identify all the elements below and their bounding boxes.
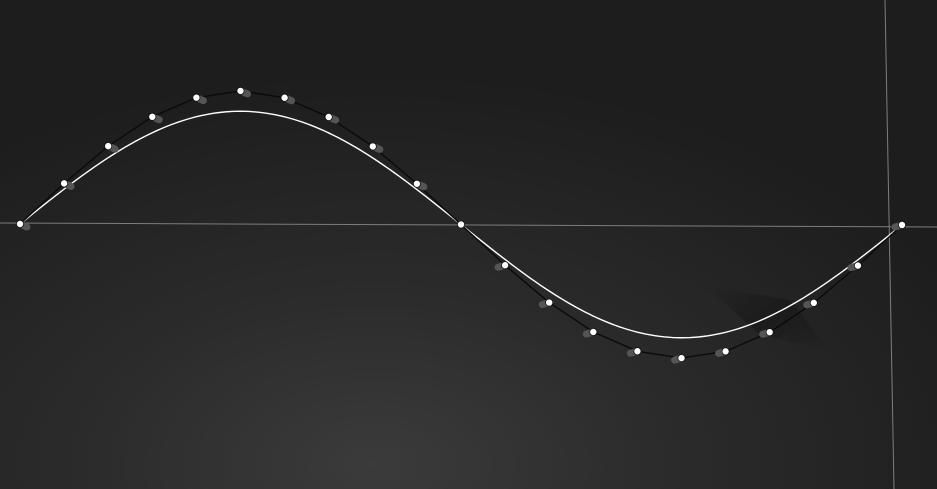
handle-dot-icon[interactable]	[148, 112, 157, 121]
handle-dot-icon[interactable]	[412, 179, 421, 188]
handle-dot-icon[interactable]	[501, 261, 510, 270]
control-point-handle[interactable]	[671, 354, 686, 364]
handle-dot-icon[interactable]	[15, 219, 24, 228]
handle-dot-icon[interactable]	[765, 328, 774, 337]
control-point-handle[interactable]	[192, 93, 207, 105]
control-point-handle[interactable]	[847, 261, 862, 272]
handle-dot-icon[interactable]	[192, 93, 201, 102]
control-point-handle[interactable]	[104, 142, 119, 153]
handle-dot-icon[interactable]	[104, 142, 113, 151]
control-point-handle[interactable]	[891, 220, 907, 231]
x-axis-line	[0, 222, 937, 228]
handle-dot-icon[interactable]	[853, 261, 862, 270]
control-point-handle[interactable]	[280, 93, 296, 105]
handle-dot-icon[interactable]	[589, 327, 598, 336]
handle-dot-icon[interactable]	[721, 347, 730, 356]
handle-dot-icon[interactable]	[368, 142, 377, 151]
control-point-handle[interactable]	[412, 179, 428, 191]
control-point-handle[interactable]	[456, 220, 465, 229]
handle-dot-icon[interactable]	[60, 179, 69, 188]
handle-dot-icon[interactable]	[456, 220, 465, 229]
control-point-handle[interactable]	[538, 298, 554, 309]
control-point-handle[interactable]	[715, 347, 730, 357]
control-point-handle[interactable]	[236, 86, 251, 98]
handle-dot-icon[interactable]	[324, 113, 333, 122]
handle-dot-icon[interactable]	[809, 298, 818, 307]
handle-dot-icon[interactable]	[898, 220, 907, 229]
control-handles-layer[interactable]	[15, 86, 907, 364]
control-point-handle[interactable]	[494, 261, 510, 271]
handle-dot-icon[interactable]	[633, 347, 642, 356]
handle-dot-icon[interactable]	[236, 86, 245, 95]
control-point-handle[interactable]	[324, 113, 340, 124]
control-point-handle[interactable]	[368, 142, 384, 153]
control-point-handle[interactable]	[626, 347, 642, 357]
control-point-handle[interactable]	[803, 298, 818, 309]
control-point-handle[interactable]	[60, 179, 75, 190]
handle-dot-icon[interactable]	[545, 298, 554, 307]
y-axis-line	[884, 0, 895, 489]
control-point-handle[interactable]	[15, 219, 31, 231]
control-point-handle[interactable]	[148, 112, 163, 124]
control-point-handle[interactable]	[759, 328, 774, 338]
handle-dot-icon[interactable]	[677, 354, 686, 363]
handle-dot-icon[interactable]	[280, 93, 289, 102]
control-point-handle[interactable]	[582, 327, 598, 338]
